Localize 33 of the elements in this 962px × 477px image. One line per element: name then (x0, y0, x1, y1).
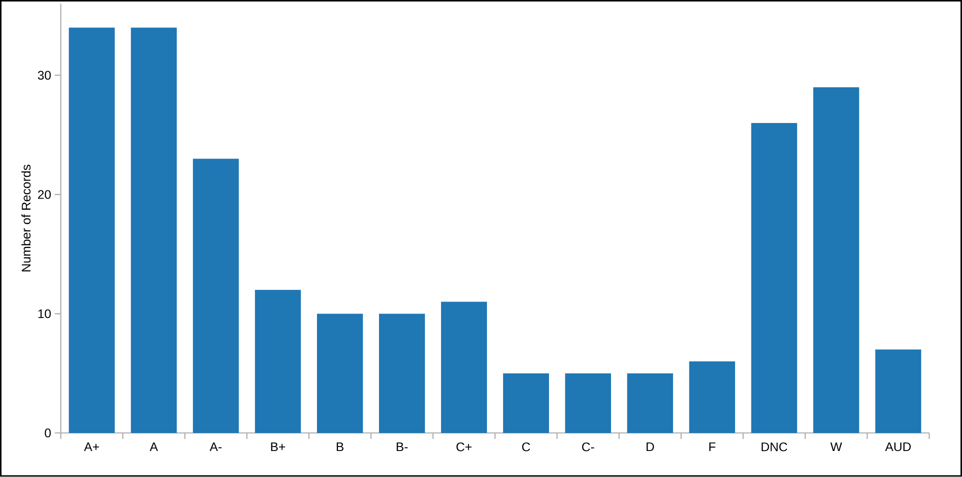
x-tick-label: A- (210, 442, 222, 452)
bar (565, 373, 612, 434)
x-tick-label: A (150, 442, 158, 452)
x-tick-label: B+ (271, 442, 286, 452)
x-tick-label: B- (396, 442, 408, 452)
x-tick-label: C (522, 442, 530, 452)
x-tick-label: A+ (84, 442, 99, 452)
bar (751, 123, 798, 434)
bar (689, 362, 736, 434)
y-axis-title: Number of Records (21, 164, 31, 272)
bar (379, 314, 425, 434)
bar (192, 158, 239, 434)
bar (441, 302, 487, 434)
x-tick-label: DNC (762, 442, 788, 452)
bar (68, 28, 115, 434)
y-tick-label: 20 (38, 190, 51, 200)
y-tick-label: 0 (44, 428, 51, 438)
bar (503, 373, 549, 434)
x-tick-label: W (830, 442, 842, 452)
y-tick-label: 10 (38, 309, 51, 318)
bar (813, 87, 860, 434)
bar (627, 373, 674, 434)
x-tick-label: AUD (885, 442, 911, 452)
x-tick-label: B (336, 442, 344, 452)
x-tick-label: C- (582, 442, 594, 452)
bar (254, 290, 301, 434)
x-tick-label: C+ (456, 442, 472, 452)
x-tick-label: D (646, 442, 654, 452)
bar (130, 28, 177, 434)
x-tick-label: F (709, 442, 716, 452)
y-tick-label: 30 (38, 71, 51, 80)
bar (316, 314, 363, 434)
bar (875, 350, 922, 434)
